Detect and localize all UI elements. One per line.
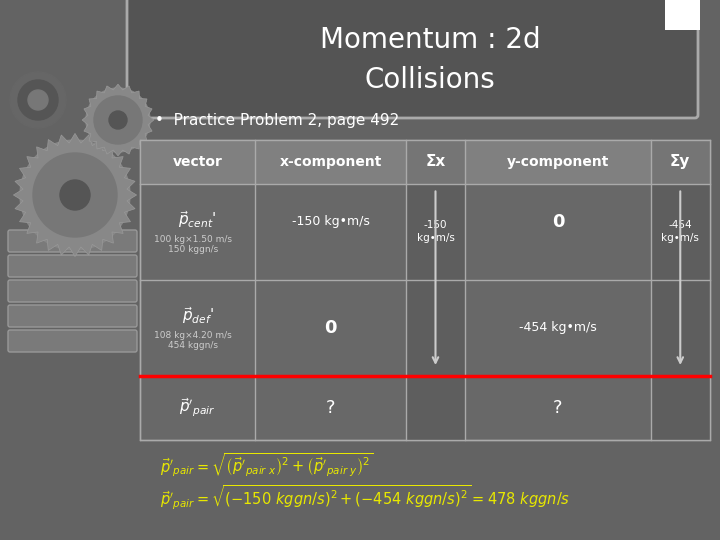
Text: vector: vector [173, 155, 222, 169]
Bar [406, 140, 465, 440]
Circle shape [33, 153, 117, 237]
Text: ?: ? [553, 399, 562, 417]
FancyBboxPatch shape [8, 280, 137, 302]
Circle shape [47, 192, 53, 198]
Bar [140, 140, 710, 440]
Text: -150
kg•m/s: -150 kg•m/s [417, 220, 454, 243]
Circle shape [97, 192, 103, 198]
Text: Collisions: Collisions [364, 66, 495, 94]
FancyBboxPatch shape [8, 230, 137, 252]
Circle shape [109, 111, 127, 129]
Text: Σx: Σx [426, 154, 446, 169]
Polygon shape [82, 84, 154, 156]
Circle shape [102, 118, 105, 122]
Text: ?: ? [326, 399, 336, 417]
Circle shape [18, 80, 58, 120]
Text: -454 kg•m/s: -454 kg•m/s [519, 321, 597, 334]
Text: Momentum : 2d: Momentum : 2d [320, 26, 540, 54]
Circle shape [72, 217, 78, 223]
Circle shape [72, 167, 78, 173]
Text: 0: 0 [324, 319, 337, 337]
Circle shape [130, 118, 134, 122]
Bar [651, 140, 710, 440]
Text: 454 kggn/s: 454 kggn/s [168, 341, 217, 350]
Text: 108 kg×4.20 m/s: 108 kg×4.20 m/s [154, 331, 232, 340]
Text: $\vec{p}'_{pair} = \sqrt{(-150\ kggn/s)^2 + (-454\ kggn/s)^2} = 478\ kggn/s$: $\vec{p}'_{pair} = \sqrt{(-150\ kggn/s)^… [160, 484, 570, 512]
Bar [651, 140, 710, 184]
Text: $\vec{p}'_{pair} = \sqrt{\left(\vec{p}'_{pair\ x}\right)^2 + \left(\vec{p}'_{pai: $\vec{p}'_{pair} = \sqrt{\left(\vec{p}'_… [160, 451, 374, 479]
FancyBboxPatch shape [8, 255, 137, 277]
Text: 100 kg×1.50 m/s: 100 kg×1.50 m/s [153, 235, 232, 244]
Circle shape [28, 90, 48, 110]
Circle shape [60, 180, 90, 210]
Text: $\vec{p}'_{pair}$: $\vec{p}'_{pair}$ [179, 397, 216, 419]
Text: Σy: Σy [670, 154, 690, 169]
Text: x-component: x-component [279, 155, 382, 169]
Text: y-component: y-component [507, 155, 609, 169]
Circle shape [116, 133, 120, 136]
Bar [406, 140, 465, 184]
Polygon shape [14, 133, 137, 256]
Bar [140, 140, 710, 184]
Text: 150 kggn/s: 150 kggn/s [168, 245, 218, 254]
Bar [665, 0, 700, 30]
Circle shape [10, 72, 66, 128]
Text: •  Practice Problem 2, page 492: • Practice Problem 2, page 492 [155, 112, 400, 127]
Text: -150 kg•m/s: -150 kg•m/s [292, 215, 369, 228]
Circle shape [94, 96, 142, 144]
Circle shape [116, 104, 120, 107]
Text: -454
kg•m/s: -454 kg•m/s [662, 220, 699, 243]
FancyBboxPatch shape [127, 0, 698, 118]
Text: $\vec{p}_{cent}$': $\vec{p}_{cent}$' [179, 209, 217, 230]
Text: 0: 0 [552, 213, 564, 231]
Circle shape [20, 140, 130, 250]
FancyBboxPatch shape [8, 305, 137, 327]
Text: $\vec{p}_{def}$': $\vec{p}_{def}$' [181, 305, 214, 326]
Circle shape [86, 88, 150, 152]
FancyBboxPatch shape [8, 330, 137, 352]
